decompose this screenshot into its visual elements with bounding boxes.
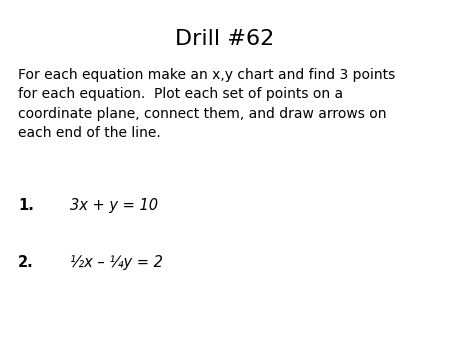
Text: Drill #62: Drill #62 (176, 29, 274, 49)
Text: 1.: 1. (18, 198, 34, 213)
Text: 2.: 2. (18, 255, 34, 270)
Text: ½x – ¼y = 2: ½x – ¼y = 2 (70, 255, 162, 270)
Text: For each equation make an x,y chart and find 3 points
for each equation.  Plot e: For each equation make an x,y chart and … (18, 68, 395, 140)
Text: 3x + y = 10: 3x + y = 10 (70, 198, 158, 213)
